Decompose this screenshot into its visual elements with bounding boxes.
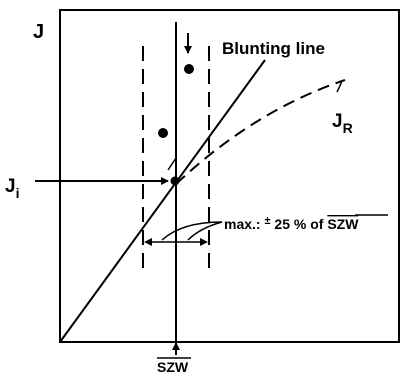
tolerance-label: max.: ± 25 % of SZW bbox=[224, 215, 359, 232]
initiation-tick bbox=[167, 157, 177, 171]
y-axis-label: J bbox=[33, 21, 44, 43]
jr-label: JR bbox=[332, 111, 353, 136]
tolerance-ref: SZW bbox=[327, 216, 359, 232]
tolerance-leader-1 bbox=[161, 221, 223, 241]
width-dimension-head-right bbox=[200, 238, 208, 246]
blunting-line bbox=[59, 59, 266, 343]
data-point bbox=[184, 64, 194, 74]
jr-leader bbox=[336, 80, 343, 93]
x-axis-label: SZW bbox=[157, 359, 189, 375]
ji-label: Ji bbox=[5, 176, 19, 201]
blunting-line-label: Blunting line bbox=[222, 39, 325, 58]
data-point bbox=[158, 128, 168, 138]
width-dimension-head-left bbox=[144, 238, 152, 246]
tolerance-leader-2 bbox=[187, 221, 223, 241]
jr-curve bbox=[175, 79, 346, 185]
plot-frame bbox=[59, 9, 400, 343]
initiation-point bbox=[170, 176, 180, 186]
